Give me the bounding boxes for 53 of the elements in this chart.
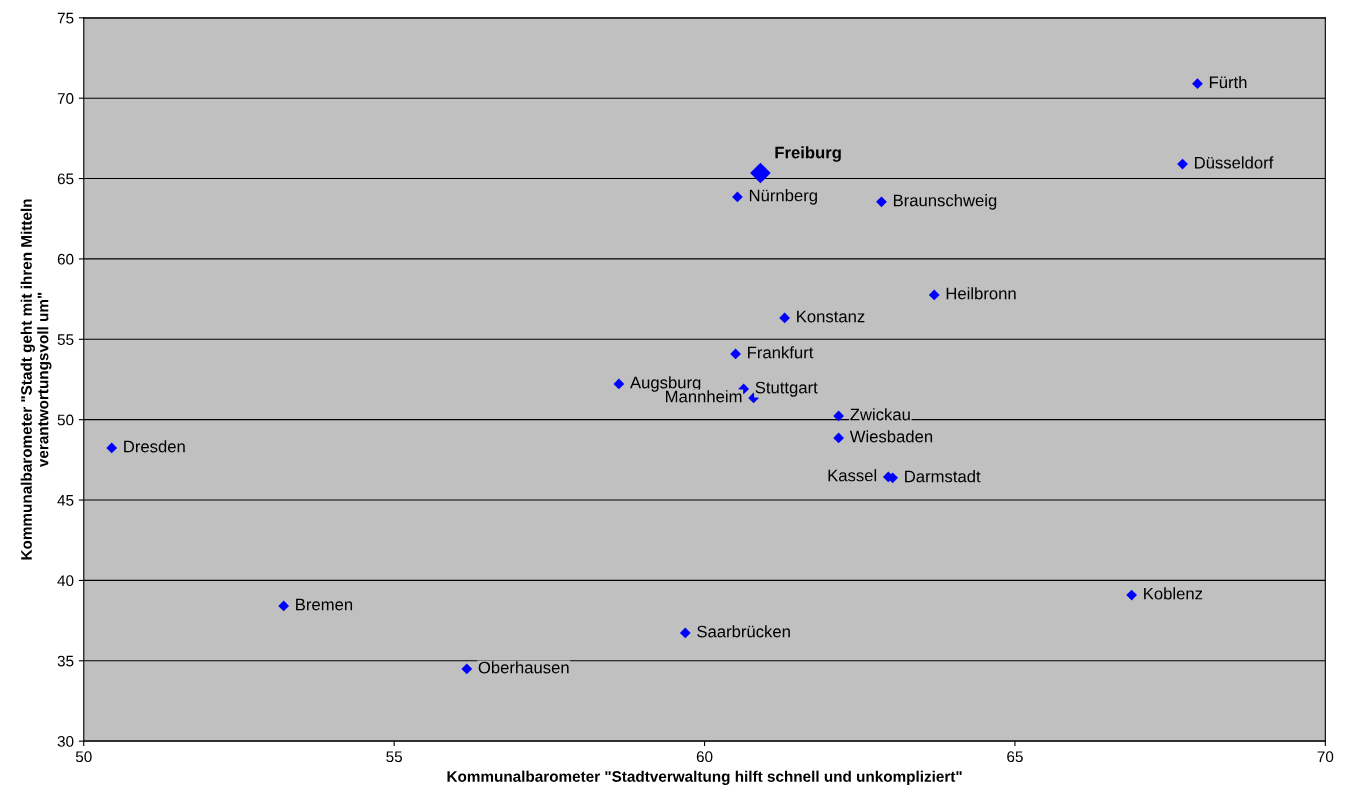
y-tick-label: 55: [57, 334, 74, 345]
point: [928, 289, 940, 301]
point: [833, 432, 845, 444]
annotation: Wiesbaden: [849, 430, 933, 443]
annotation: Bremen: [296, 598, 353, 611]
y-tick-label: 65: [57, 173, 74, 185]
annotation: Augsburg: [630, 376, 701, 392]
annotation: Konstanz: [797, 310, 865, 323]
annotation: Darmstadt: [905, 470, 981, 483]
x-tick-label: 70: [1317, 751, 1334, 763]
point: [732, 191, 743, 203]
x-tick-label: 50: [75, 751, 92, 763]
point: [278, 600, 290, 612]
point: [876, 196, 887, 208]
y-tick-label: 70: [57, 93, 74, 104]
annotation: Düsseldorf: [1195, 156, 1274, 169]
annotation: Braunschweig: [893, 194, 997, 210]
point: [1192, 78, 1203, 90]
y-axis-title: Kommunalbarometer "Stadt geht mit ihren Mitteln verantwortungsvoll um": [20, 199, 52, 560]
y-tick-label: 30: [57, 736, 74, 747]
annotation: Mannheim: [666, 390, 742, 403]
series-label: Freiburg: [775, 146, 841, 162]
x-tick-label: 60: [696, 751, 713, 763]
annotation: Saarbrücken: [697, 625, 790, 638]
y-tick-label: 60: [57, 253, 74, 265]
point: [461, 663, 473, 675]
point: [613, 378, 625, 390]
point: [1177, 158, 1188, 170]
x-tick-label: 65: [1007, 751, 1023, 763]
y-tick-label: 75: [57, 12, 74, 24]
point: [833, 410, 845, 422]
annotation: Frankfurt: [748, 346, 814, 359]
annotation: Heilbronn: [946, 287, 1016, 300]
y-tick-label: 45: [57, 495, 74, 506]
annotation: Nürnberg: [749, 189, 817, 205]
annotation: Oberhausen: [478, 661, 569, 674]
point: [750, 162, 771, 184]
point: [730, 348, 741, 360]
annotation: Kassel: [828, 469, 877, 482]
annotation: Fürth: [1209, 75, 1247, 89]
y-tick-label: 35: [57, 655, 74, 667]
y-tick-label: 50: [57, 414, 74, 426]
annotation: Stuttgart: [755, 381, 818, 397]
x-axis-title: Kommunalbarometer "Stadtverwaltung hilft schnell und unkompliziert": [447, 770, 962, 785]
annotation: Zwickau: [850, 408, 910, 421]
point: [1126, 589, 1138, 601]
point: [779, 312, 791, 324]
point: [679, 627, 691, 639]
annotation: Dresden: [124, 440, 185, 453]
annotation: Koblenz: [1144, 587, 1203, 600]
point: [106, 442, 118, 454]
y-tick-label: 40: [57, 575, 74, 587]
x-tick-label: 55: [386, 751, 403, 763]
